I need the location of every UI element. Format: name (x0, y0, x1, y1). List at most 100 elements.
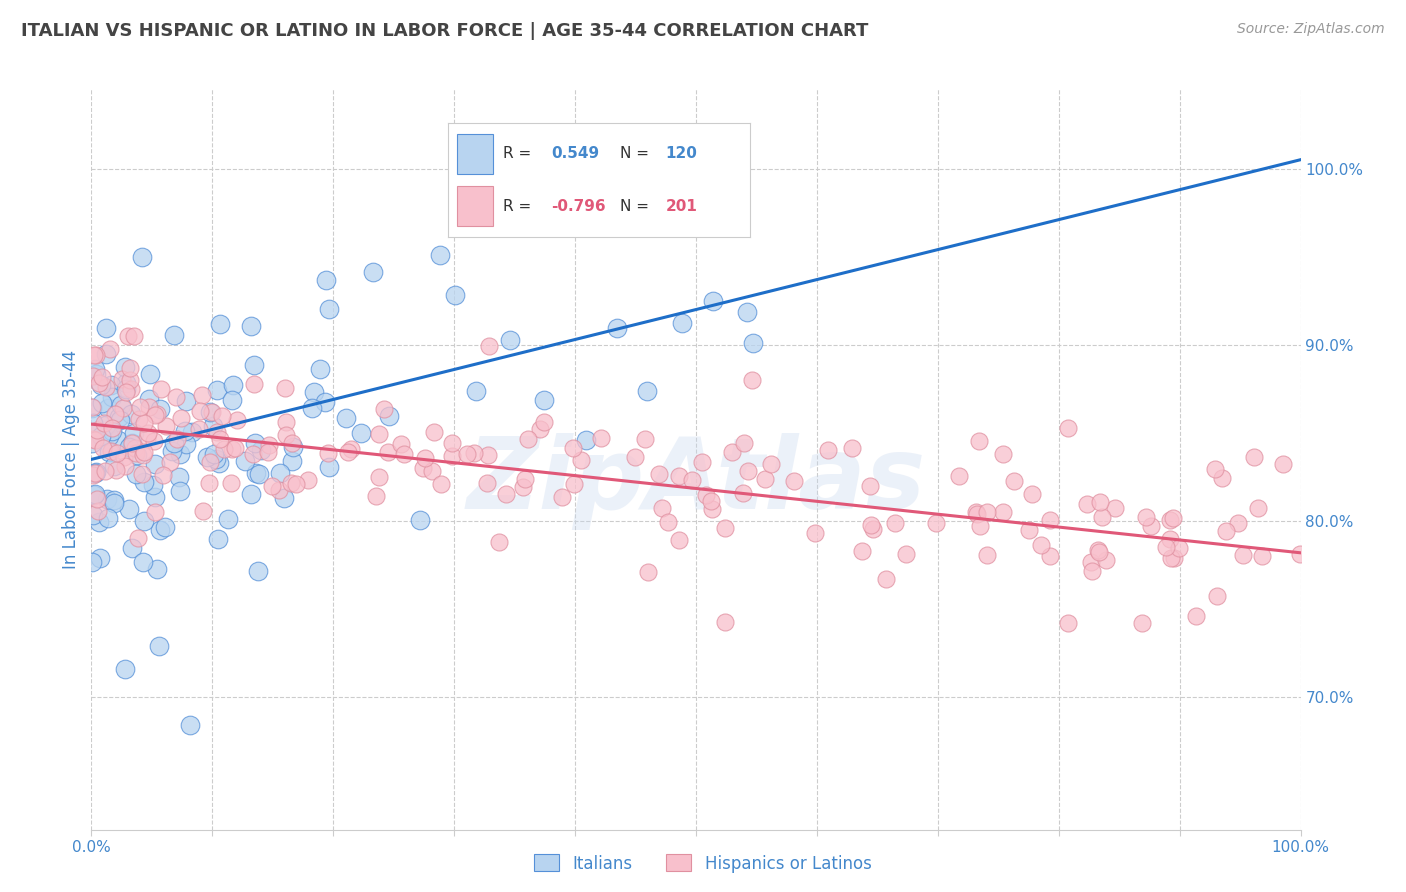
Y-axis label: In Labor Force | Age 35-44: In Labor Force | Age 35-44 (62, 350, 80, 569)
Point (100, 378, 122, 392)
Point (80, 435, 103, 450)
Point (125, 467, 148, 481)
Point (159, 455, 181, 469)
Point (205, 451, 228, 466)
Point (246, 564, 269, 578)
Point (179, 718, 201, 732)
Point (91, 441, 114, 455)
Point (211, 409, 233, 423)
Point (149, 382, 172, 396)
Point (441, 435, 464, 450)
Point (94, 464, 117, 478)
Point (274, 381, 297, 395)
Point (533, 393, 555, 408)
Point (105, 463, 128, 477)
Point (174, 437, 197, 451)
Point (240, 486, 263, 500)
Point (350, 425, 373, 440)
Point (108, 409, 131, 424)
Point (112, 401, 135, 416)
Point (551, 490, 574, 504)
Point (859, 479, 882, 493)
Point (1090, 495, 1112, 509)
Point (143, 434, 166, 449)
Point (134, 416, 156, 430)
Point (84, 466, 107, 480)
Point (1094, 552, 1116, 566)
Point (149, 401, 172, 416)
Point (991, 447, 1014, 461)
Point (127, 531, 149, 545)
Point (1080, 555, 1102, 569)
Point (107, 433, 129, 447)
Point (221, 393, 243, 408)
Point (1227, 516, 1250, 530)
Point (782, 474, 804, 488)
Point (373, 401, 395, 416)
Point (103, 496, 125, 510)
Point (700, 502, 723, 516)
Point (200, 405, 222, 419)
Point (733, 436, 755, 450)
Point (208, 317, 231, 331)
Point (575, 433, 598, 447)
Point (737, 305, 759, 319)
Point (804, 526, 827, 541)
Point (754, 472, 776, 486)
Point (875, 572, 897, 586)
Point (409, 513, 432, 527)
Point (138, 392, 160, 406)
Point (413, 450, 436, 465)
Point (464, 384, 486, 398)
Point (429, 248, 451, 262)
Point (423, 425, 446, 439)
Point (82, 508, 104, 522)
Point (533, 415, 555, 429)
Point (269, 483, 291, 497)
Point (976, 549, 998, 563)
Point (285, 477, 308, 491)
Point (82, 432, 104, 446)
Point (100, 343, 122, 357)
Point (207, 533, 229, 547)
Point (969, 518, 991, 533)
Point (571, 453, 593, 467)
Point (82, 401, 104, 415)
Point (121, 436, 143, 450)
Point (247, 467, 270, 481)
Point (304, 384, 326, 399)
Point (309, 362, 332, 376)
Point (136, 431, 159, 445)
Point (84, 433, 107, 447)
Point (82, 467, 104, 482)
Point (634, 432, 657, 446)
Point (1018, 523, 1040, 537)
Point (131, 250, 153, 264)
Point (606, 321, 628, 335)
Point (87, 376, 110, 391)
Point (657, 515, 679, 529)
Point (430, 477, 453, 491)
Point (118, 373, 141, 387)
Point (297, 473, 319, 487)
Point (368, 470, 391, 484)
Point (82, 417, 104, 431)
Point (97, 510, 120, 524)
Point (377, 445, 399, 459)
Point (101, 425, 124, 439)
Point (637, 565, 659, 579)
Point (741, 373, 763, 387)
Point (86, 492, 108, 507)
Point (512, 480, 534, 494)
Point (87, 504, 110, 518)
Point (146, 407, 169, 421)
Point (1251, 549, 1274, 563)
Point (103, 493, 125, 508)
Point (499, 333, 522, 347)
Point (1039, 513, 1062, 527)
Point (702, 293, 724, 308)
Point (335, 410, 357, 425)
Point (517, 432, 540, 446)
Point (976, 505, 998, 519)
Point (361, 265, 384, 279)
